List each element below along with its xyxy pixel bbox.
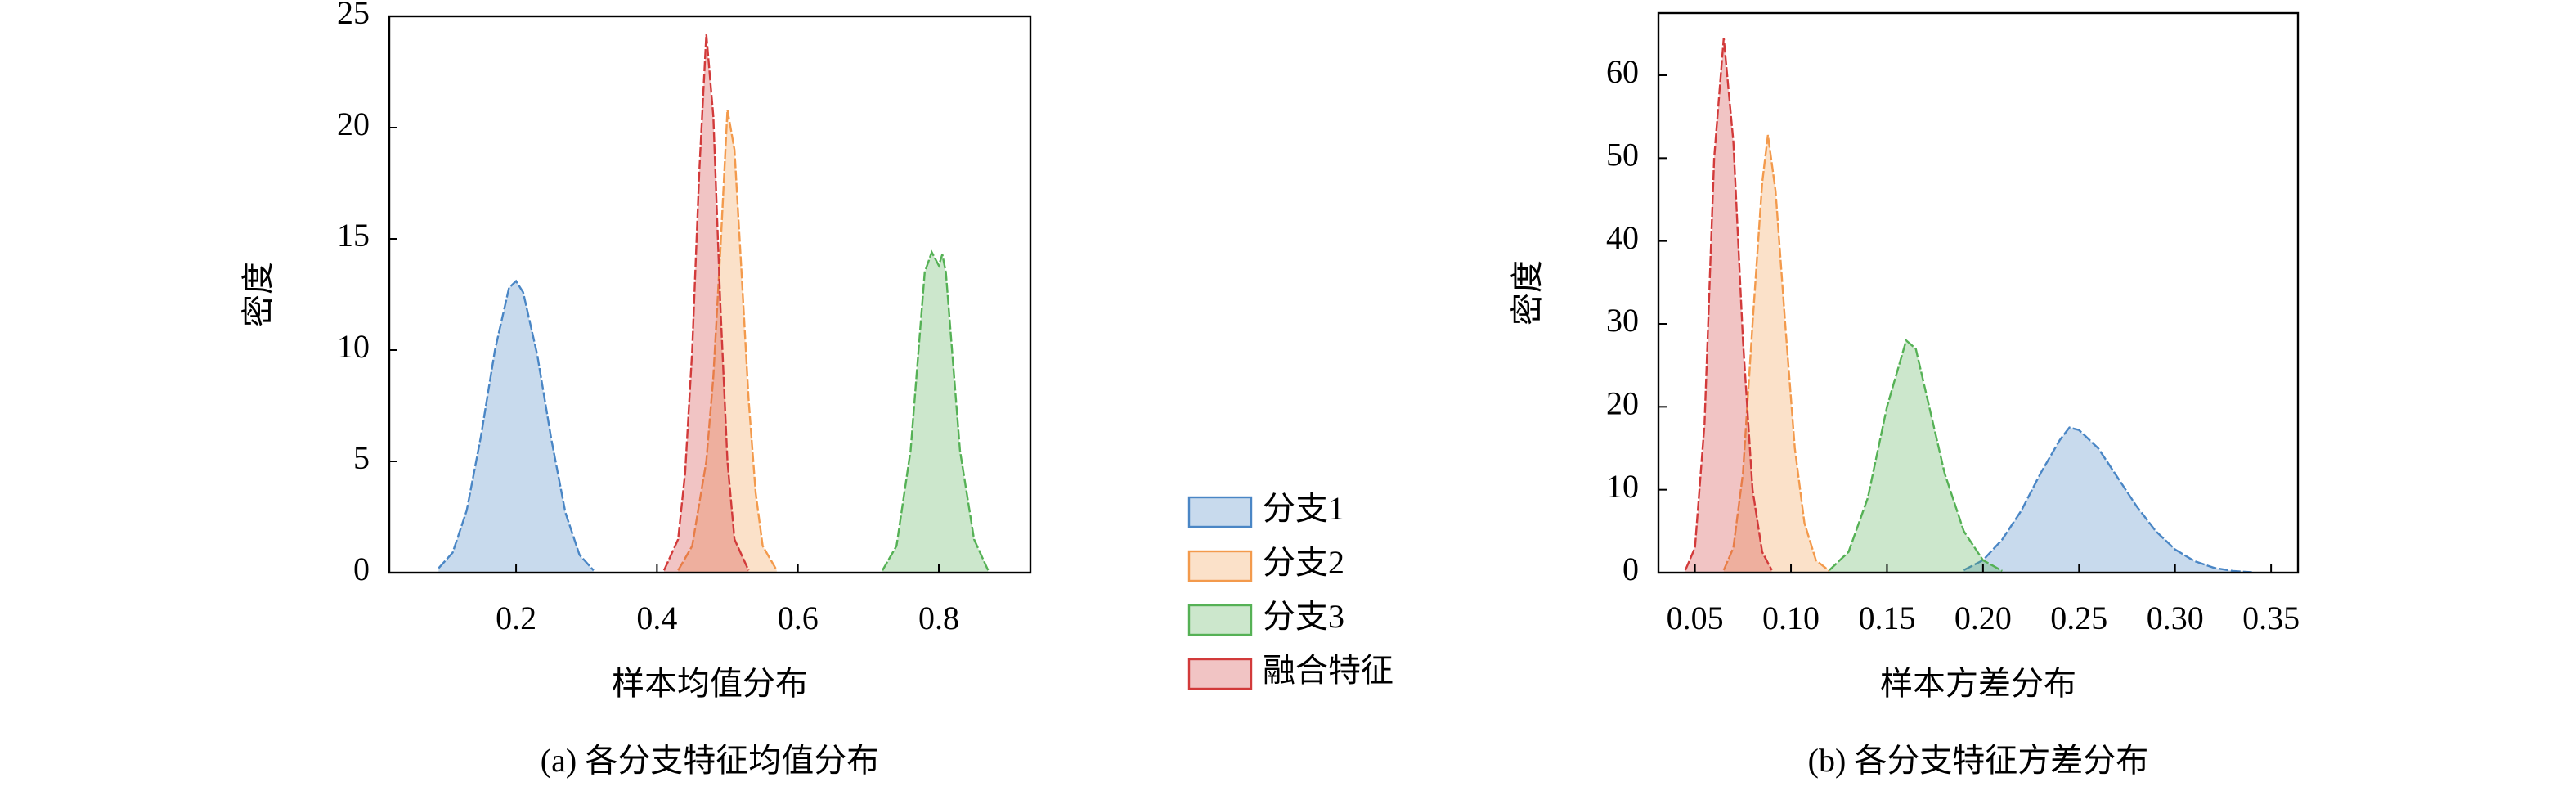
y-tick-label: 20: [337, 106, 370, 142]
legend-label: 分支2: [1263, 544, 1344, 581]
y-tick-label: 30: [1606, 302, 1639, 339]
x-tick-label: 0.2: [496, 600, 536, 636]
y-tick-label: 0: [353, 551, 370, 587]
density-line: [1722, 134, 1830, 572]
density-line: [1829, 339, 2003, 573]
y-tick-label: 10: [1606, 468, 1639, 505]
x-tick-label: 0.35: [2242, 600, 2300, 636]
density-fill: [438, 281, 594, 573]
legend-swatch: [1187, 604, 1253, 636]
legend-label: 融合特征: [1263, 652, 1393, 689]
x-tick-label: 0.25: [2050, 600, 2107, 636]
density-fill: [664, 34, 749, 573]
caption: (a) 各分支特征均值分布: [541, 742, 879, 779]
y-tick-label: 25: [337, 0, 370, 31]
density-line: [1963, 426, 2252, 573]
legend-swatch: [1187, 496, 1253, 528]
x-tick-label: 0.05: [1667, 600, 1724, 636]
density-fill: [1829, 340, 2003, 573]
x-tick-label: 0.15: [1858, 600, 1915, 636]
y-tick-label: 5: [353, 439, 370, 476]
legend-swatch: [1187, 658, 1253, 690]
y-tick-label: 20: [1606, 385, 1639, 422]
y-tick-label: 15: [337, 217, 370, 254]
density-fill: [1685, 38, 1772, 573]
plot-frame: [388, 15, 1032, 574]
plot-frame: [1657, 11, 2300, 574]
y-tick-label: 10: [337, 328, 370, 365]
density-fill: [882, 252, 989, 573]
x-tick-label: 0.10: [1762, 600, 1820, 636]
x-axis-label: 样本方差分布: [1880, 665, 2076, 702]
caption: (b) 各分支特征方差分布: [1808, 742, 2149, 779]
x-tick-label: 0.4: [636, 600, 677, 636]
legend-swatch: [1187, 550, 1253, 582]
legend-label: 分支3: [1263, 598, 1344, 635]
x-tick-label: 0.6: [778, 600, 819, 636]
y-axis-label: 密度: [1509, 260, 1546, 326]
density-line: [882, 249, 990, 571]
y-axis-label: 密度: [240, 262, 276, 327]
x-tick-label: 0.8: [918, 600, 959, 636]
x-tick-label: 0.30: [2147, 600, 2204, 636]
density-line: [438, 279, 595, 572]
density-line: [662, 34, 750, 571]
x-tick-label: 0.20: [1954, 600, 2012, 636]
density-fill: [1963, 427, 2252, 573]
x-axis-label: 样本均值分布: [612, 665, 808, 702]
legend-label: 分支1: [1263, 490, 1344, 527]
y-tick-label: 50: [1606, 137, 1639, 173]
y-tick-label: 40: [1606, 219, 1639, 256]
density-line: [677, 110, 778, 571]
density-line: [1684, 38, 1773, 571]
y-tick-label: 60: [1606, 53, 1639, 90]
y-tick-label: 0: [1622, 551, 1639, 587]
